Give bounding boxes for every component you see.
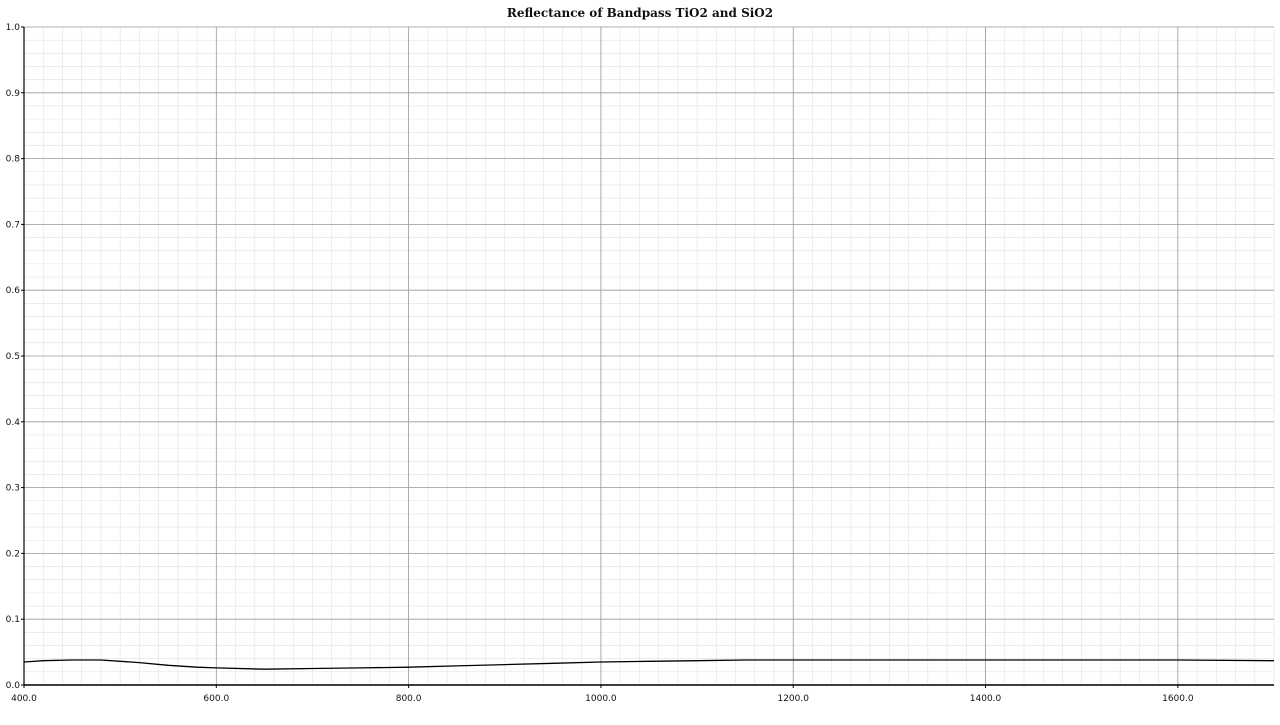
series-line-0 <box>23 659 1275 670</box>
y-tick-label: 0.1 <box>6 615 20 625</box>
y-tick-label: 0.7 <box>6 220 20 230</box>
x-tick-label: 1600.0 <box>1162 694 1194 704</box>
y-tick-label: 0.8 <box>6 155 21 165</box>
y-tick-label: 0.3 <box>6 484 20 494</box>
y-tick-label: 0.2 <box>6 549 20 559</box>
series-group <box>23 659 1275 670</box>
y-tick-label: 1.0 <box>6 23 21 33</box>
x-tick-label: 1200.0 <box>777 694 809 704</box>
major-grid <box>24 26 1274 685</box>
tick-labels: 400.0 600.0 800.0 1000.0 1200.0 1400.0 1600.0 0… <box>6 23 1194 704</box>
axes <box>21 26 1274 688</box>
x-tick-label: 400.0 <box>11 694 37 704</box>
x-tick-label: 600.0 <box>203 694 229 704</box>
x-tick-label: 1400.0 <box>970 694 1002 704</box>
x-tick-label: 1000.0 <box>585 694 617 704</box>
chart-title: Reflectance of Bandpass TiO2 and SiO2 <box>506 6 774 20</box>
x-tick-label: 800.0 <box>396 694 422 704</box>
y-tick-label: 0.9 <box>6 89 21 99</box>
y-tick-label: 0.4 <box>6 418 21 428</box>
y-tick-label: 0.6 <box>6 286 21 296</box>
y-tick-label: 0.0 <box>6 681 21 691</box>
y-tick-label: 0.5 <box>6 352 20 362</box>
